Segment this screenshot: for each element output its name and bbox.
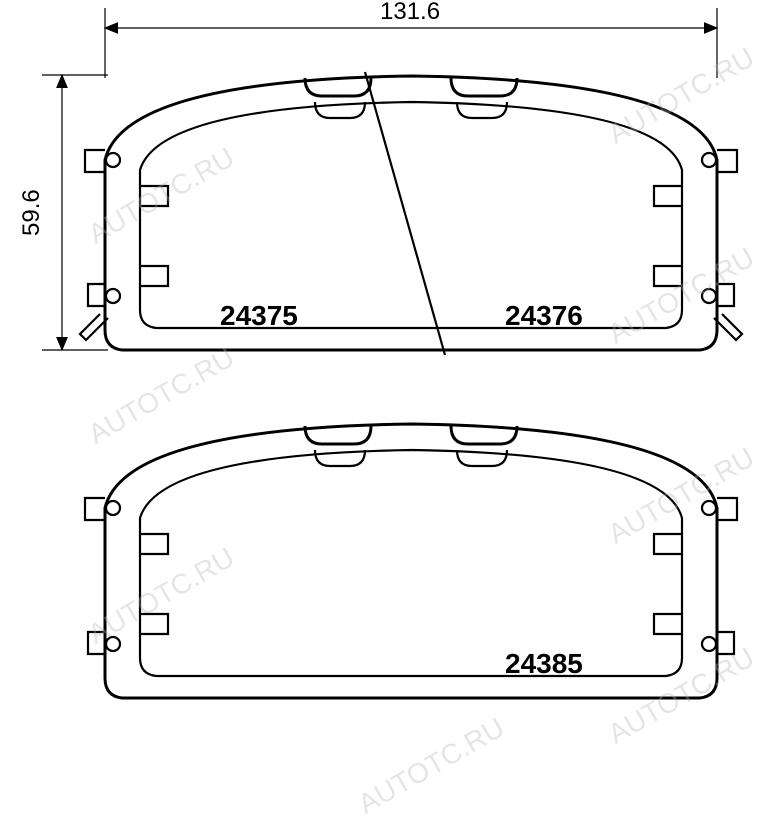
pad-top-right-clips [702,150,742,340]
dim-width-label: 131.6 [380,0,440,26]
pad-top-divider [365,72,445,355]
dim-height-label: 59.6 [18,189,46,236]
pad-top-left-notches [140,186,168,286]
pad-top-left-clips [80,150,120,340]
part-24385-label: 24385 [505,648,583,680]
brake-pad-bottom [85,424,737,698]
pad-bottom-left-notches [140,534,168,634]
part-24376-label: 24376 [505,300,583,332]
brake-pad-top [80,72,742,355]
pad-bottom-right-notches [654,534,682,634]
pad-top-right-notches [654,186,682,286]
pad-bottom-right-clips [702,498,737,654]
technical-drawing [0,0,776,768]
part-24375-label: 24375 [220,300,298,332]
pad-bottom-left-clips [85,498,120,654]
dimension-height [42,75,108,350]
